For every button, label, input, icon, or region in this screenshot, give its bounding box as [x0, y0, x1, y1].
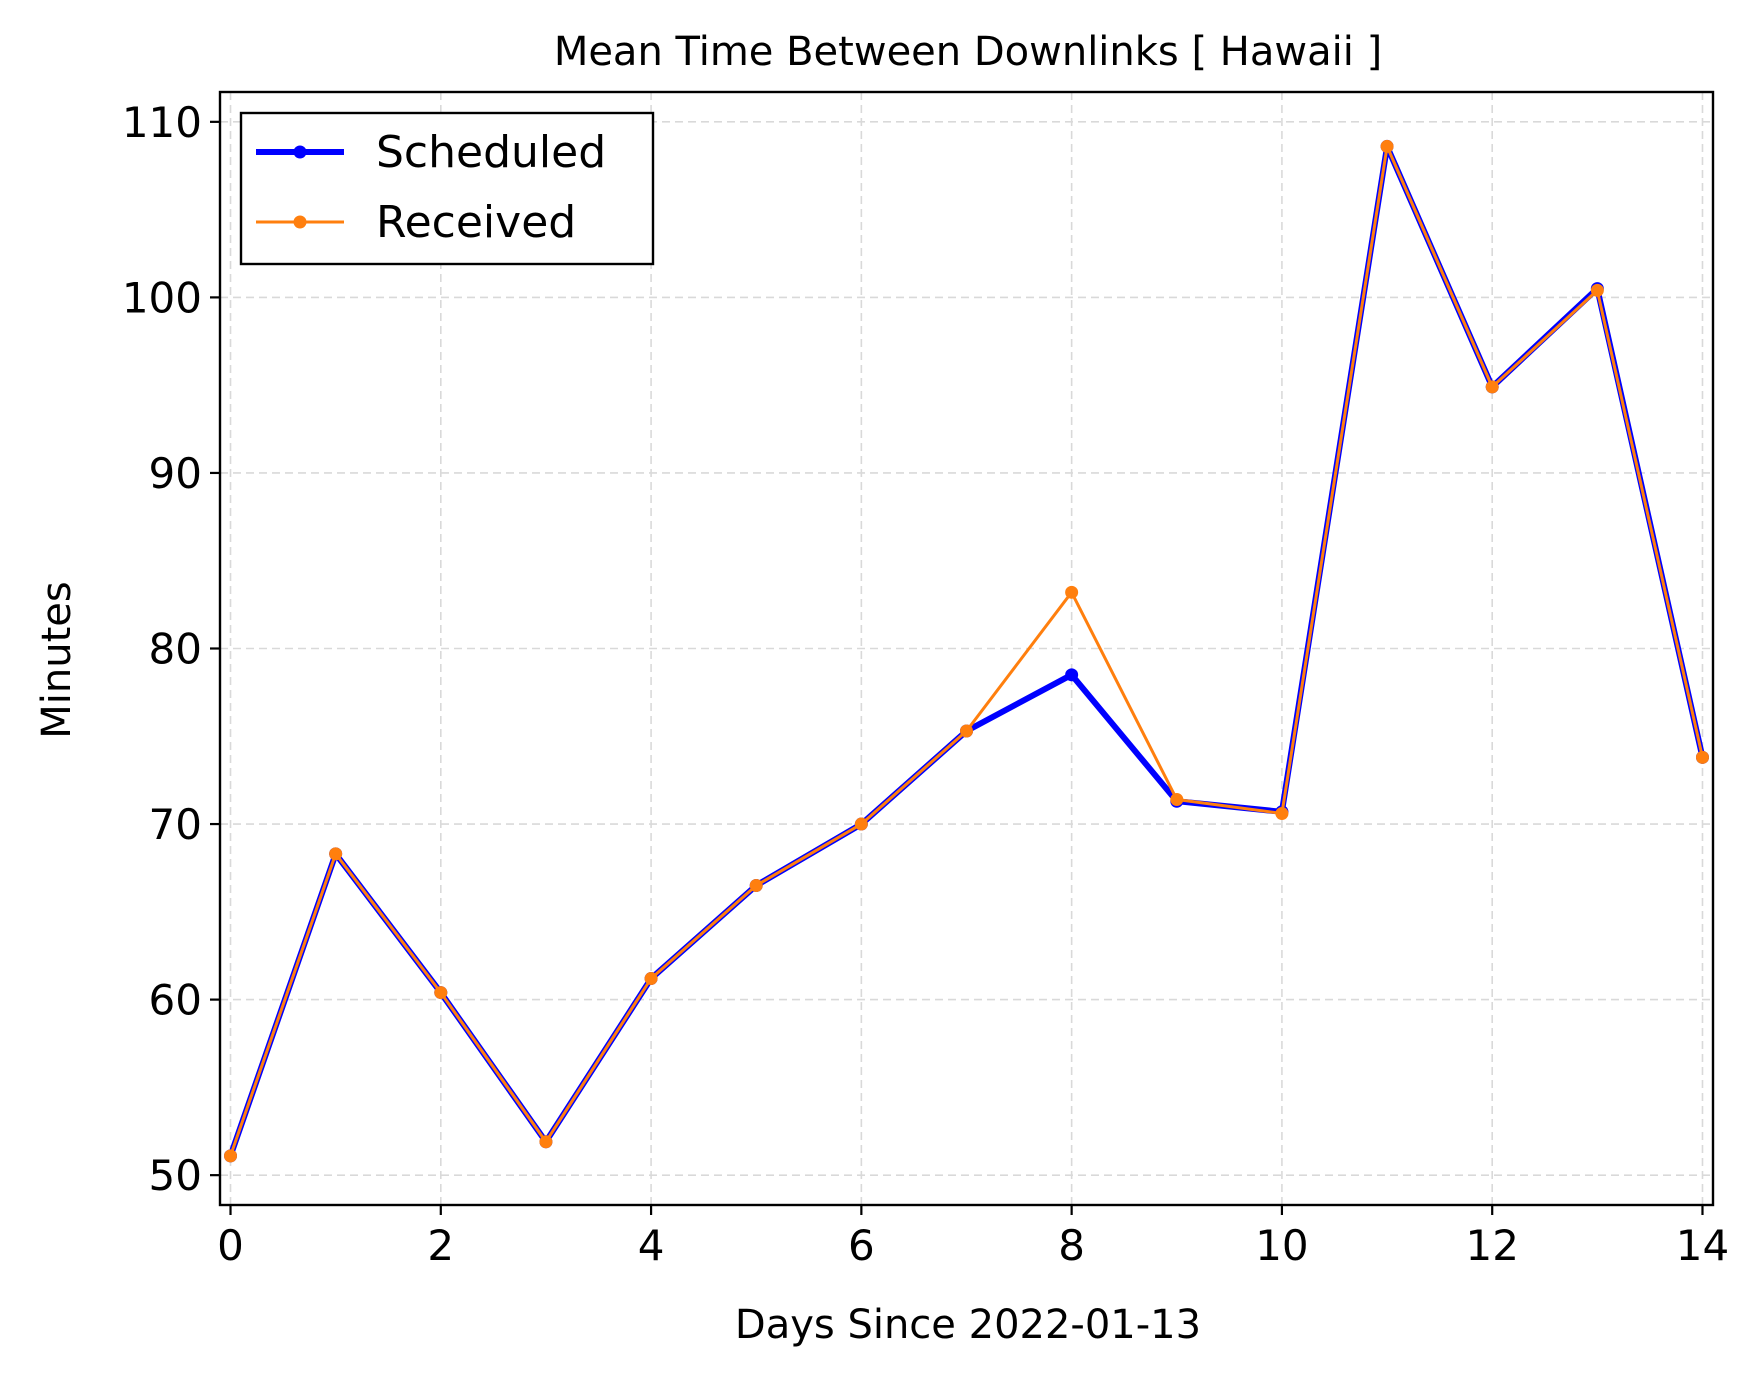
- legend-received-label: Received: [376, 197, 576, 248]
- x-tick-label: 2: [427, 1221, 454, 1270]
- chart-title: Mean Time Between Downlinks [ Hawaii ]: [554, 29, 1382, 75]
- data-point-received: [960, 724, 973, 738]
- plot-series: [224, 139, 1709, 1163]
- data-point-received: [329, 847, 343, 861]
- x-tick-label: 14: [1676, 1221, 1729, 1270]
- x-tick-label: 12: [1465, 1221, 1518, 1270]
- x-tick-label: 4: [638, 1221, 665, 1270]
- y-tick-label: 80: [149, 625, 202, 674]
- axis-ticks: 0 2 4 6 8 10 12 14 50 60 70 80 90 100 110: [122, 98, 1729, 1270]
- y-tick-label: 60: [149, 976, 202, 1025]
- x-tick-label: 8: [1058, 1221, 1085, 1270]
- data-point-received: [1695, 750, 1709, 764]
- y-tick-label: 70: [149, 800, 202, 849]
- legend-received-marker: [293, 215, 307, 229]
- data-point-received: [539, 1135, 553, 1149]
- x-axis-label: Days Since 2022-01-13: [735, 1302, 1201, 1348]
- y-tick-label: 110: [122, 98, 202, 147]
- data-point-received: [644, 972, 658, 986]
- x-tick-label: 6: [848, 1221, 875, 1270]
- x-tick-label: 0: [217, 1221, 244, 1270]
- data-point-received: [224, 1149, 238, 1163]
- data-point-received: [1170, 792, 1184, 806]
- data-point-received: [854, 817, 868, 831]
- data-point-received: [1590, 283, 1604, 297]
- data-point-received: [749, 878, 763, 892]
- data-point-received: [1275, 807, 1289, 821]
- legend-scheduled-marker: [293, 145, 307, 159]
- y-tick-label: 90: [149, 449, 202, 498]
- y-axis-label: Minutes: [34, 581, 80, 738]
- data-point-received: [1485, 380, 1499, 394]
- data-point-received: [1065, 585, 1079, 599]
- y-tick-label: 100: [122, 273, 202, 322]
- data-point-scheduled: [1065, 668, 1079, 682]
- data-point-received: [1380, 139, 1394, 153]
- y-tick-label: 50: [149, 1151, 202, 1200]
- x-tick-label: 10: [1255, 1221, 1308, 1270]
- legend-scheduled-label: Scheduled: [376, 127, 606, 178]
- data-point-received: [434, 986, 448, 1000]
- legend: Scheduled Received: [239, 111, 655, 266]
- legend-box: [239, 111, 655, 266]
